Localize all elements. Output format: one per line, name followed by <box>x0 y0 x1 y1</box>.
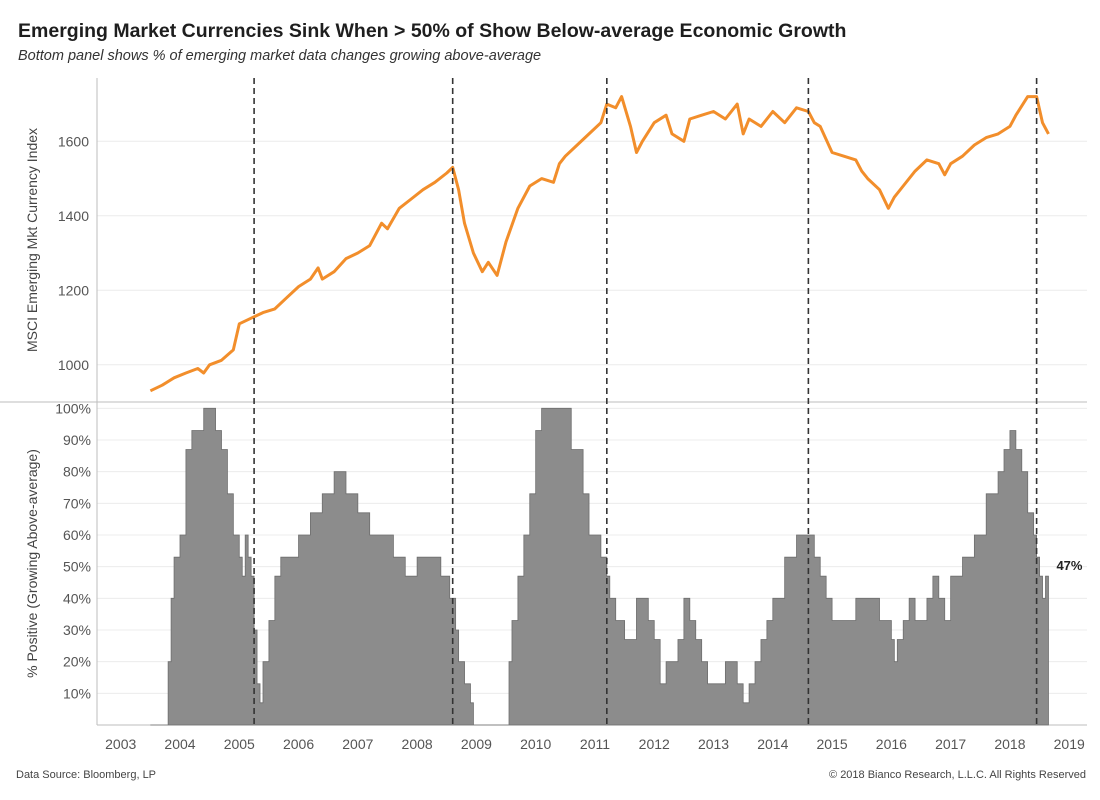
top-y-tick-label: 1600 <box>58 133 89 149</box>
x-tick-label: 2017 <box>935 736 966 752</box>
top-y-tick-label: 1000 <box>58 357 89 373</box>
bottom-y-tick-label: 50% <box>63 559 91 575</box>
x-tick-label: 2004 <box>164 736 195 752</box>
top-y-tick-label: 1200 <box>58 282 89 298</box>
bottom-y-tick-label: 30% <box>63 622 91 638</box>
copyright-note: © 2018 Bianco Research, L.L.C. All Right… <box>829 769 1086 781</box>
bottom-y-tick-label: 100% <box>55 400 91 416</box>
x-tick-label: 2006 <box>283 736 314 752</box>
x-tick-label: 2012 <box>639 736 670 752</box>
data-source-note: Data Source: Bloomberg, LP <box>16 769 157 781</box>
chart-title: Emerging Market Currencies Sink When > 5… <box>18 20 847 42</box>
x-tick-label: 2007 <box>342 736 373 752</box>
x-tick-label: 2016 <box>876 736 907 752</box>
x-tick-label: 2009 <box>461 736 492 752</box>
line-series-em-currency-index <box>149 95 1050 393</box>
bottom-y-tick-label: 70% <box>63 495 91 511</box>
x-tick-label: 2013 <box>698 736 729 752</box>
bottom-y-tick-label: 90% <box>63 432 91 448</box>
bottom-y-tick-label: 80% <box>63 464 91 480</box>
top-y-tick-label: 1400 <box>58 208 89 224</box>
x-tick-label: 2019 <box>1054 736 1085 752</box>
bottom-y-tick-label: 20% <box>63 654 91 670</box>
last-value-label: 47% <box>1056 558 1082 573</box>
x-tick-label: 2011 <box>580 736 610 752</box>
bottom-y-tick-label: 60% <box>63 527 91 543</box>
top-y-axis-label: MSCI Emerging Mkt Currency Index <box>24 128 40 352</box>
x-tick-label: 2005 <box>224 736 255 752</box>
x-tick-label: 2008 <box>402 736 433 752</box>
x-tick-label: 2015 <box>817 736 848 752</box>
x-tick-label: 2010 <box>520 736 551 752</box>
bottom-y-tick-label: 40% <box>63 590 91 606</box>
x-tick-label: 2018 <box>994 736 1025 752</box>
x-tick-label: 2003 <box>105 736 136 752</box>
area-series-positive-pct <box>150 407 1049 726</box>
x-tick-label: 2014 <box>757 736 788 752</box>
bottom-y-axis-label: % Positive (Growing Above-average) <box>24 449 40 678</box>
chart-subtitle: Bottom panel shows % of emerging market … <box>18 48 542 64</box>
bottom-y-tick-label: 10% <box>63 685 91 701</box>
